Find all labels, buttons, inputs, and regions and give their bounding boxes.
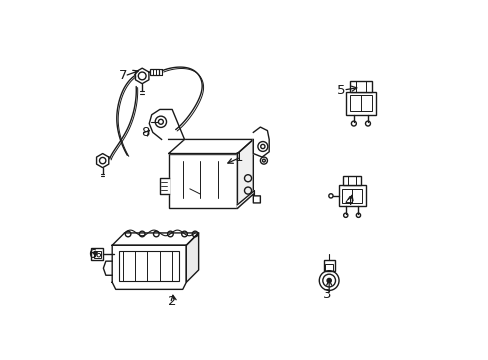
Polygon shape: [135, 68, 149, 84]
Bar: [349, 95, 371, 111]
Polygon shape: [96, 153, 108, 168]
Bar: [338, 185, 365, 207]
Polygon shape: [237, 190, 260, 208]
Polygon shape: [168, 139, 253, 154]
Text: 8: 8: [141, 126, 150, 139]
Bar: [150, 68, 159, 75]
Polygon shape: [186, 233, 198, 282]
Bar: [349, 81, 371, 92]
Polygon shape: [112, 233, 198, 245]
Bar: [90, 248, 103, 260]
Text: 4: 4: [344, 195, 352, 208]
Circle shape: [326, 278, 330, 283]
Bar: [119, 251, 179, 280]
Polygon shape: [149, 109, 184, 139]
Bar: [324, 264, 333, 271]
Polygon shape: [253, 127, 269, 157]
Text: 2: 2: [167, 295, 176, 308]
Polygon shape: [237, 139, 253, 208]
Text: 3: 3: [323, 288, 331, 301]
Polygon shape: [112, 245, 186, 289]
Bar: [342, 189, 361, 203]
Text: 5: 5: [337, 84, 345, 96]
Bar: [346, 92, 375, 115]
Bar: [343, 176, 360, 185]
Polygon shape: [160, 178, 168, 194]
Bar: [323, 260, 334, 271]
Bar: [168, 153, 237, 208]
Text: 7: 7: [118, 69, 127, 82]
Text: 6: 6: [88, 248, 96, 261]
Bar: [93, 251, 101, 258]
Text: 1: 1: [234, 150, 243, 163]
